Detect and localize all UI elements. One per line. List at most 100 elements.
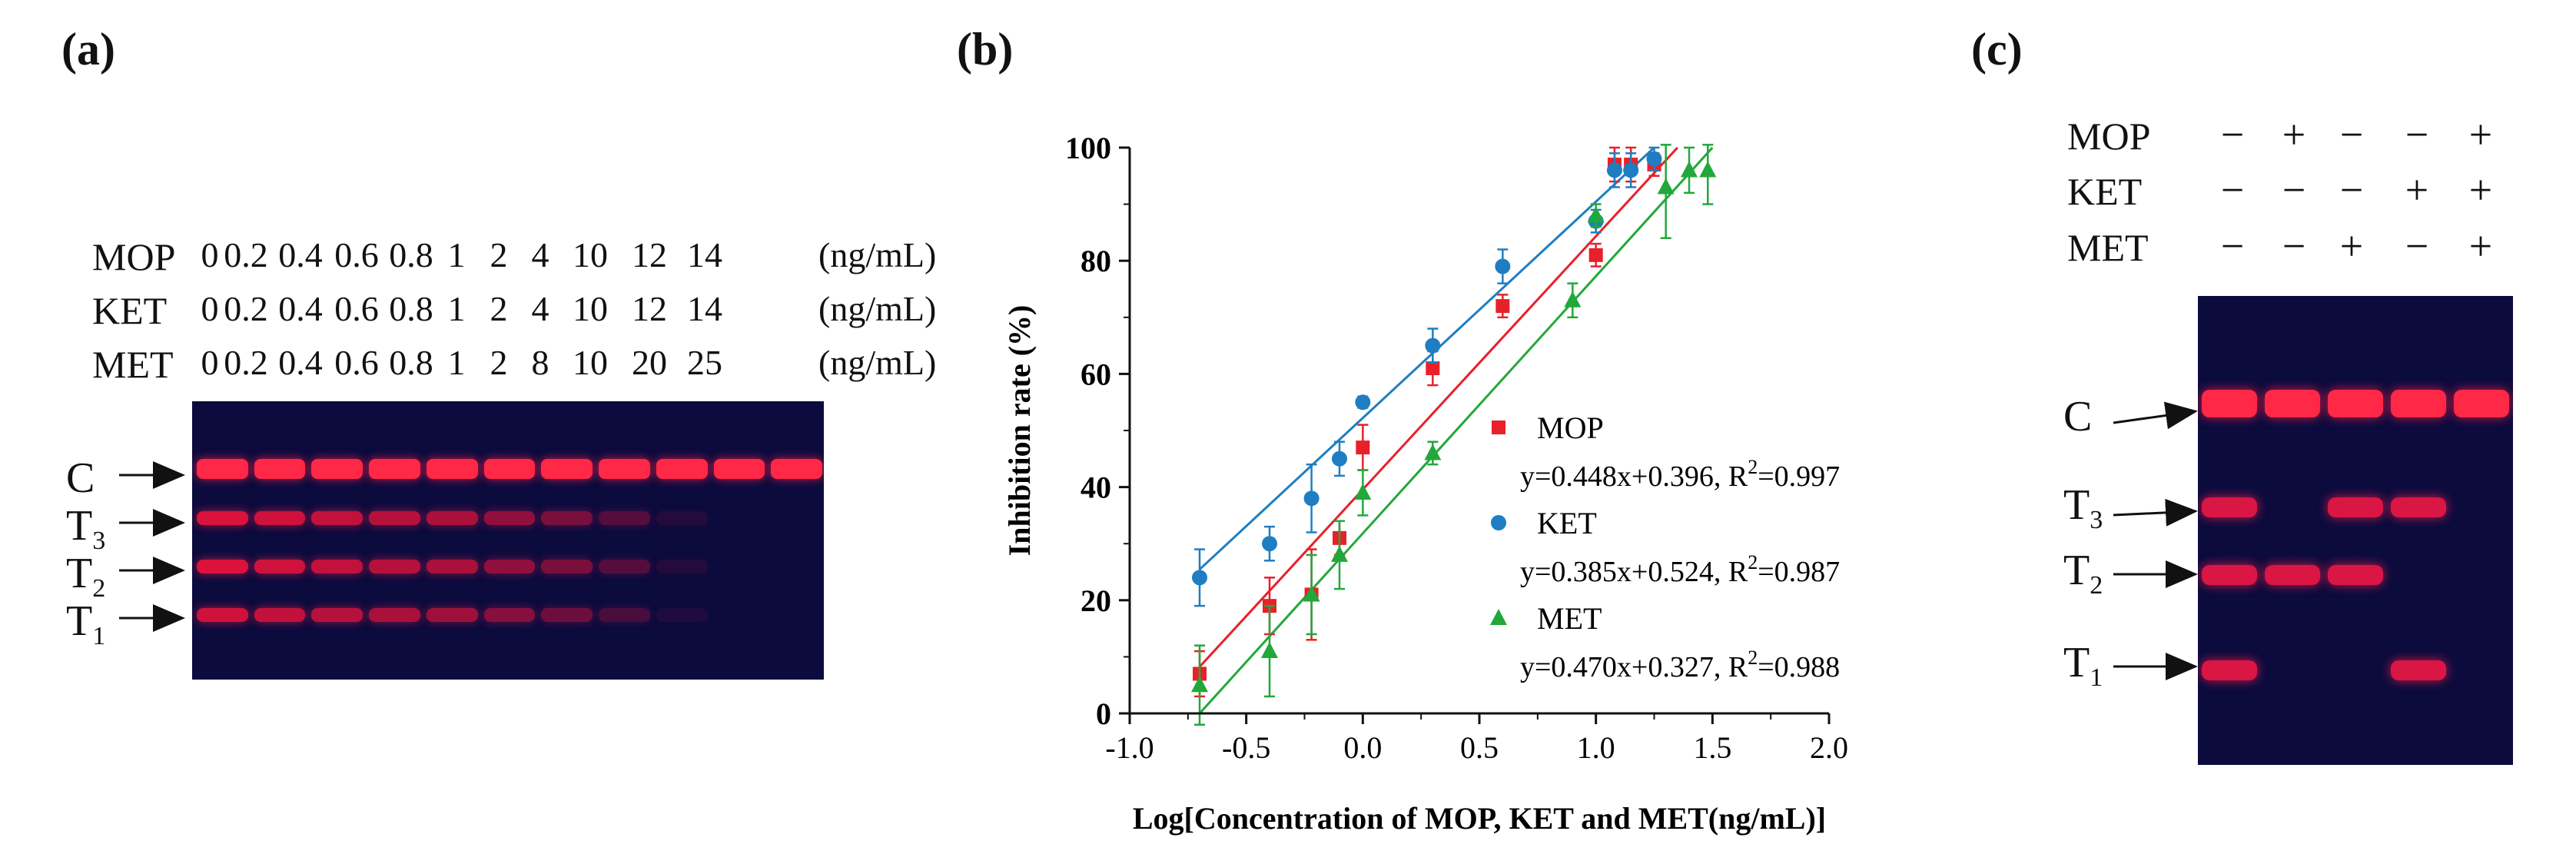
panel-a-band-label-t2: T2	[66, 550, 106, 603]
gel-c-band-t3	[2391, 497, 2446, 517]
legend-equation-mop: y=0.448x+0.396, R2=0.997	[1520, 456, 1840, 493]
panel-a-conc-value: 0.2	[224, 235, 268, 274]
panel-c-sign: +	[2405, 167, 2429, 213]
gel-a-band-t3	[254, 511, 306, 525]
legend-label-mop: MOP	[1537, 411, 1604, 445]
gel-a-band-t1	[483, 608, 536, 622]
data-point-ket	[1303, 490, 1320, 507]
panel-c-sign: +	[2468, 111, 2493, 158]
data-point-mop	[1356, 440, 1370, 455]
x-tick-label: 2.0	[1810, 730, 1848, 765]
gel-a-band-t2	[426, 560, 478, 573]
arrow-t3	[2113, 498, 2198, 527]
legend-label-ket: KET	[1537, 506, 1597, 540]
data-point-met	[1354, 483, 1372, 500]
panel-c-gel-image	[2198, 296, 2513, 765]
x-tick-label: 1.5	[1693, 730, 1731, 765]
panel-a-conc-value: 8	[531, 343, 549, 382]
panel-c-band-label-t2: T2	[2063, 547, 2103, 600]
gel-a-band-c	[426, 459, 478, 479]
panel-c-sign: +	[2468, 167, 2493, 213]
y-tick-label: 40	[1081, 470, 1111, 505]
gel-a-band-t3	[369, 511, 420, 525]
data-point-met	[1261, 642, 1278, 659]
panel-c-sign: −	[2405, 223, 2429, 269]
x-tick-label: 1.0	[1577, 730, 1615, 765]
panel-a-row-ket-label: KET	[92, 289, 168, 332]
gel-c-band-c	[2202, 390, 2257, 417]
panel-c-sign: −	[2339, 111, 2364, 158]
legend-marker-met	[1490, 609, 1507, 625]
gel-a-band-t2	[541, 560, 593, 573]
panel-c-band-label-c: C	[2063, 393, 2093, 440]
arrow-c	[2113, 401, 2198, 430]
panel-a-conc-value: 4	[531, 289, 549, 328]
data-point-ket	[1355, 394, 1371, 411]
data-point-ket	[1262, 536, 1277, 552]
y-tick-label: 100	[1065, 131, 1111, 165]
gel-a-band-c	[599, 459, 650, 479]
gel-a-band-c	[369, 459, 420, 479]
panel-a-band-arrows	[119, 461, 185, 632]
panel-a-conc-value: 0	[201, 343, 219, 382]
panel-a-conc-value: 0.8	[389, 343, 433, 382]
gel-a-band-t3	[599, 511, 650, 525]
gel-a-band-t2	[311, 560, 363, 573]
panel-a-conc-value: 10	[573, 289, 608, 328]
panel-c-sign: −	[2282, 167, 2306, 213]
panel-c-sign: −	[2220, 111, 2245, 158]
gel-c-band-t2	[2265, 565, 2320, 585]
panel-a-conc-value: 0.4	[278, 343, 323, 382]
gel-c-band-t1	[2202, 660, 2257, 680]
gel-a-band-t1	[656, 608, 708, 622]
fit-line-ket	[1198, 146, 1655, 570]
panel-c-label: (c)	[1971, 24, 2023, 75]
panel-c-sign: +	[2339, 223, 2364, 269]
panel-a-row-met-label: MET	[92, 343, 174, 386]
panel-c-row-mop-label: MOP	[2067, 115, 2151, 158]
gel-c-band-t2	[2202, 565, 2257, 585]
gel-a-band-c	[254, 459, 306, 479]
gel-c-band-c	[2391, 390, 2446, 417]
fit-line-met	[1198, 146, 1714, 715]
panel-a-conc-value: 0.8	[389, 235, 433, 274]
legend-marker-ket	[1491, 515, 1506, 530]
legend-equation-met: y=0.470x+0.327, R2=0.988	[1520, 647, 1840, 683]
data-point-met	[1564, 291, 1582, 307]
panel-c-sign: +	[2468, 223, 2493, 269]
data-point-mop	[1426, 361, 1440, 376]
gel-a-band-t1	[541, 608, 593, 622]
x-tick-label: -0.5	[1222, 730, 1270, 765]
data-point-met	[1424, 444, 1442, 460]
data-point-mop	[1588, 248, 1603, 262]
panel-a-unit: (ng/mL)	[818, 343, 937, 382]
panel-a-conc-value: 1	[447, 289, 466, 328]
data-point-ket	[1332, 450, 1347, 467]
panel-a-conc-value: 2	[490, 343, 508, 382]
panel-a-conc-value: 0.2	[224, 289, 268, 328]
gel-c-band-t3	[2202, 497, 2257, 517]
gel-a-band-t3	[541, 511, 593, 525]
gel-a-band-t1	[197, 608, 248, 622]
panel-a-row-mop-label: MOP	[92, 235, 176, 278]
data-point-met	[1303, 585, 1320, 602]
gel-a-band-t2	[254, 560, 306, 573]
fit-line-mop	[1198, 146, 1678, 668]
gel-c-band-t3	[2328, 497, 2383, 517]
panel-a-conc-value: 0.6	[334, 235, 379, 274]
x-tick-label: 0.5	[1460, 730, 1499, 765]
data-point-ket	[1495, 258, 1511, 274]
data-point-met	[1657, 178, 1675, 194]
gel-a-band-c	[713, 459, 765, 479]
data-point-met	[1191, 676, 1208, 693]
panel-a-conc-value: 0.2	[224, 343, 268, 382]
y-tick-label: 80	[1081, 244, 1111, 278]
panel-a-conc-value: 4	[531, 235, 549, 274]
panel-a-conc-value: 0.8	[389, 289, 433, 328]
panel-a-conc-value: 10	[573, 235, 608, 274]
panel-a-conc-value: 0.6	[334, 289, 379, 328]
gel-a-band-t2	[483, 560, 536, 573]
gel-a-band-t2	[599, 560, 650, 573]
panel-a-conc-value: 12	[632, 289, 667, 328]
gel-a-band-t3	[483, 511, 536, 525]
